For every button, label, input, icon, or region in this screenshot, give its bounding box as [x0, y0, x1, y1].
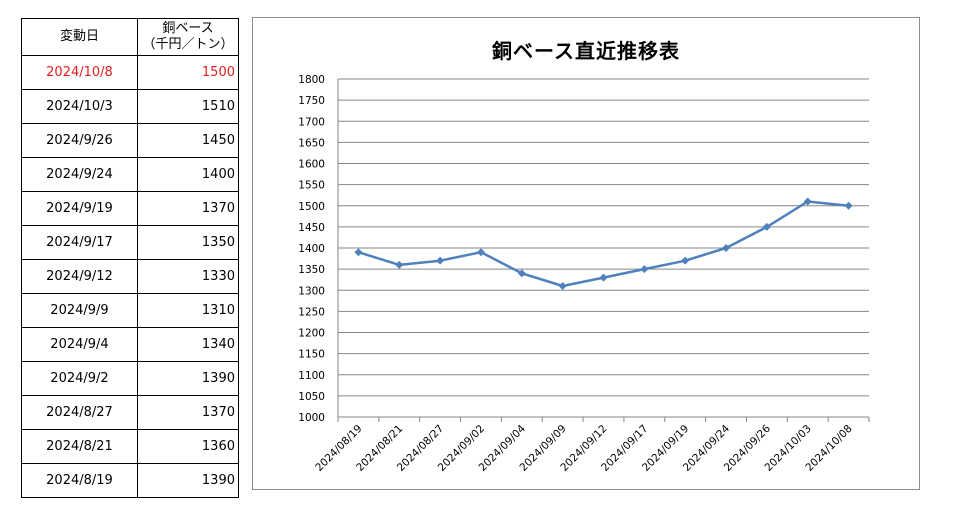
row-price: 1400: [137, 157, 239, 192]
table-row: 2024/8/27 1370: [21, 395, 239, 430]
header-date: 変動日: [21, 18, 138, 56]
data-point: [803, 197, 812, 206]
row-price: 1370: [137, 191, 239, 226]
row-price: 1350: [137, 225, 239, 260]
header-price-line2: （千円／トン）: [142, 37, 234, 52]
data-point: [476, 248, 485, 257]
table-row: 2024/9/19 1370: [21, 191, 239, 226]
row-price: 1390: [137, 361, 239, 396]
data-point: [722, 244, 731, 252]
row-date: 2024/10/8: [21, 55, 138, 90]
data-point: [844, 201, 853, 210]
y-tick-label: 1200: [298, 328, 325, 340]
y-tick-label: 1150: [298, 349, 325, 361]
row-date: 2024/9/4: [21, 327, 138, 362]
row-date: 2024/9/26: [21, 123, 138, 158]
y-tick-label: 1450: [298, 222, 325, 234]
data-point: [762, 222, 771, 231]
y-tick-label: 1650: [298, 137, 325, 149]
data-point: [599, 273, 608, 282]
row-date: 2024/8/19: [21, 463, 138, 498]
table-row: 2024/9/24 1400: [21, 157, 239, 192]
table-row: 2024/9/26 1450: [21, 123, 239, 158]
data-point: [395, 260, 404, 269]
row-date: 2024/9/17: [21, 225, 138, 260]
table-row: 2024/9/17 1350: [21, 225, 239, 260]
chart-title: 銅ベース直近推移表: [492, 39, 680, 63]
row-price: 1370: [137, 395, 239, 430]
row-date: 2024/9/12: [21, 259, 138, 294]
y-tick-label: 1000: [298, 412, 325, 424]
table-row: 2024/9/2 1390: [21, 361, 239, 396]
table-row: 2024/9/9 1310: [21, 293, 239, 328]
y-tick-label: 1700: [298, 116, 325, 128]
row-price: 1510: [137, 89, 239, 124]
row-price: 1310: [137, 293, 239, 328]
row-date: 2024/9/24: [21, 157, 138, 192]
price-table: 変動日 銅ベース （千円／トン） 2024/10/8 1500 2024/10/3 15…: [21, 18, 239, 498]
y-tick-label: 1300: [298, 285, 325, 297]
header-price: 銅ベース （千円／トン）: [137, 18, 239, 56]
y-tick-label: 1050: [298, 391, 325, 403]
y-tick-label: 1350: [298, 264, 325, 276]
table-header-row: 変動日 銅ベース （千円／トン）: [21, 18, 239, 56]
data-point: [436, 256, 445, 265]
row-date: 2024/8/21: [21, 429, 138, 464]
row-price: 1340: [137, 327, 239, 362]
data-point: [354, 248, 363, 257]
row-price: 1360: [137, 429, 239, 464]
y-tick-label: 1250: [298, 306, 325, 318]
table-row: 2024/9/4 1340: [21, 327, 239, 362]
table-row: 2024/10/8 1500: [21, 55, 239, 90]
y-tick-label: 1550: [298, 180, 325, 192]
table-row: 2024/10/3 1510: [21, 89, 239, 124]
y-tick-label: 1800: [298, 74, 325, 86]
y-tick-label: 1500: [298, 201, 325, 213]
row-price: 1450: [137, 123, 239, 158]
header-price-line1: 銅ベース: [162, 21, 214, 36]
y-tick-label: 1400: [298, 243, 325, 255]
row-date: 2024/8/27: [21, 395, 138, 430]
table-row: 2024/8/19 1390: [21, 463, 239, 498]
row-price: 1390: [137, 463, 239, 498]
data-point: [640, 265, 649, 274]
y-tick-label: 1100: [298, 370, 325, 382]
row-date: 2024/9/2: [21, 361, 138, 396]
row-date: 2024/10/3: [21, 89, 138, 124]
table-row: 2024/9/12 1330: [21, 259, 239, 294]
line-chart: 1000 1050 1100 1150 1200 1250 1300 1350 1400 1450…: [298, 74, 870, 474]
table-row: 2024/8/21 1360: [21, 429, 239, 464]
row-date: 2024/9/9: [21, 293, 138, 328]
row-date: 2024/9/19: [21, 191, 138, 226]
data-point: [558, 282, 567, 291]
data-point: [517, 269, 526, 278]
y-tick-label: 1600: [298, 159, 325, 171]
data-point: [681, 256, 690, 265]
row-price: 1500: [137, 55, 239, 90]
y-tick-label: 1750: [298, 95, 325, 107]
row-price: 1330: [137, 259, 239, 294]
series-line: [358, 200, 849, 288]
chart-panel: 銅ベース直近推移表 1000 1050 1100 1150 1200 1250 1300 13…: [252, 17, 920, 490]
